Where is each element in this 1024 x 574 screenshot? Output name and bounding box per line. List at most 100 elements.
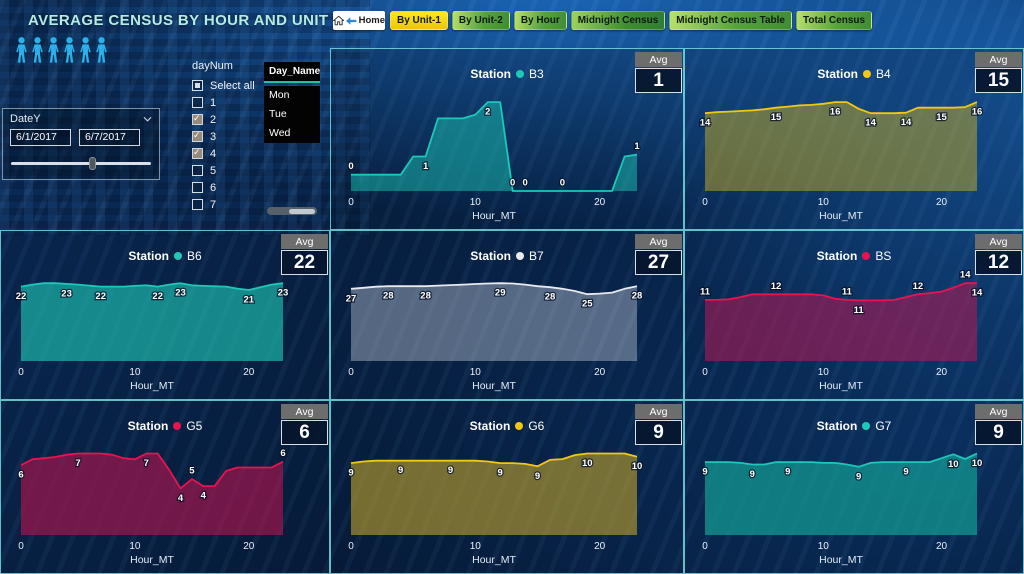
daynum-option-6[interactable]: 6 bbox=[192, 179, 255, 196]
checkbox-icon[interactable] bbox=[192, 182, 203, 193]
svg-text:22: 22 bbox=[152, 291, 163, 302]
avg-card-value: 9 bbox=[975, 420, 1022, 445]
avg-card-header: Avg bbox=[975, 404, 1022, 419]
daynum-title: dayNum bbox=[192, 60, 233, 72]
svg-text:20: 20 bbox=[936, 367, 948, 378]
chart-legend: Station B4 bbox=[817, 67, 891, 81]
svg-text:10: 10 bbox=[632, 461, 643, 472]
svg-text:22: 22 bbox=[95, 291, 106, 302]
chart-panel-g5: Station G5 Avg 6 6 7 7 4 5 4 6 0 10 20 Hour_MT bbox=[0, 400, 330, 574]
svg-text:10: 10 bbox=[818, 367, 830, 378]
checkbox-icon[interactable] bbox=[192, 97, 203, 108]
avg-card-header: Avg bbox=[635, 234, 682, 249]
checkbox-icon[interactable] bbox=[192, 130, 203, 142]
avg-card: Avg 1 bbox=[635, 52, 682, 93]
svg-text:10: 10 bbox=[470, 541, 482, 552]
dayname-row-mon[interactable]: Mon bbox=[269, 89, 290, 101]
svg-text:4: 4 bbox=[201, 491, 207, 502]
daynum-option-7[interactable]: 7 bbox=[192, 196, 255, 213]
svg-text:7: 7 bbox=[75, 458, 80, 469]
dayname-header: Day_Name bbox=[264, 62, 320, 83]
chart-panel-b4: Station B4 Avg 15 14 15 16 14 14 15 16 0 10 20 Hour_… bbox=[684, 48, 1024, 230]
area-chart-b7[interactable]: 27 28 28 29 28 25 28 0 10 20 Hour_MT bbox=[331, 231, 683, 399]
area-chart-b6[interactable]: 22 23 22 22 23 21 23 0 10 20 Hour_MT bbox=[1, 231, 329, 399]
checkbox-icon[interactable] bbox=[192, 199, 203, 210]
svg-text:9: 9 bbox=[448, 465, 453, 476]
legend-dot bbox=[515, 252, 524, 260]
svg-text:9: 9 bbox=[398, 465, 403, 476]
svg-text:10: 10 bbox=[582, 458, 593, 469]
chevron-down-icon[interactable] bbox=[143, 116, 152, 122]
home-button[interactable]: Home bbox=[333, 11, 385, 30]
area-chart-b4[interactable]: 14 15 16 14 14 15 16 0 10 20 Hour_MT bbox=[685, 49, 1023, 229]
checkbox-icon[interactable] bbox=[192, 147, 203, 159]
area-chart-g5[interactable]: 6 7 7 4 5 4 6 0 10 20 Hour_MT bbox=[1, 401, 329, 573]
daynum-option-3[interactable]: 3 bbox=[192, 128, 255, 145]
svg-text:20: 20 bbox=[594, 367, 606, 378]
svg-text:0: 0 bbox=[18, 367, 24, 378]
avg-card-header: Avg bbox=[635, 52, 682, 67]
nav-button-midnight-census-table[interactable]: Midnight Census Table bbox=[669, 11, 792, 30]
avg-card-header: Avg bbox=[281, 404, 328, 419]
svg-text:23: 23 bbox=[61, 288, 72, 299]
svg-text:9: 9 bbox=[750, 469, 755, 480]
daynum-option-1[interactable]: 1 bbox=[192, 94, 255, 111]
home-button-label: Home bbox=[358, 15, 385, 26]
daynum-option-5[interactable]: 5 bbox=[192, 162, 255, 179]
svg-text:0: 0 bbox=[348, 197, 354, 208]
dayname-rows: Mon Tue Wed bbox=[264, 86, 320, 143]
daynum-slicer: dayNum Select all 1 2 3 4 5 6 7 bbox=[192, 60, 255, 213]
date-end-input[interactable]: 6/7/2017 bbox=[79, 129, 140, 146]
svg-text:6: 6 bbox=[280, 448, 285, 459]
dayname-row-wed[interactable]: Wed bbox=[269, 127, 291, 139]
avg-card: Avg 27 bbox=[635, 234, 682, 275]
svg-text:11: 11 bbox=[842, 286, 853, 297]
nav-button-by-hour[interactable]: By Hour bbox=[513, 11, 567, 30]
date-range-slider[interactable] bbox=[11, 157, 151, 170]
svg-text:10: 10 bbox=[818, 541, 830, 552]
svg-text:1: 1 bbox=[634, 141, 640, 152]
avg-card: Avg 12 bbox=[975, 234, 1022, 275]
legend-dot bbox=[515, 70, 524, 78]
svg-text:9: 9 bbox=[856, 471, 861, 482]
daynum-option-select-all[interactable]: Select all bbox=[192, 77, 255, 94]
svg-text:21: 21 bbox=[244, 295, 255, 306]
chart-legend: Station G6 bbox=[469, 419, 545, 433]
svg-text:5: 5 bbox=[189, 466, 195, 477]
chart-panel-b3: Station B3 Avg 1 0 1 2 0 0 0 1 0 10 20 Hour_MT bbox=[330, 48, 684, 230]
checkbox-icon[interactable] bbox=[192, 80, 203, 91]
scrollbar-thumb[interactable] bbox=[289, 208, 315, 214]
svg-text:9: 9 bbox=[702, 467, 707, 478]
svg-text:9: 9 bbox=[785, 467, 790, 478]
svg-text:10: 10 bbox=[470, 197, 482, 208]
chart-panel-g6: Station G6 Avg 9 9 9 9 9 9 10 10 0 10 20 Hour_MT bbox=[330, 400, 684, 574]
avg-card-value: 9 bbox=[635, 420, 682, 445]
nav-button-by-unit-2[interactable]: By Unit-2 bbox=[451, 11, 510, 30]
daynum-option-2[interactable]: 2 bbox=[192, 111, 255, 128]
date-start-input[interactable]: 6/1/2017 bbox=[10, 129, 71, 146]
svg-text:Hour_MT: Hour_MT bbox=[130, 554, 174, 566]
checkbox-icon[interactable] bbox=[192, 113, 203, 125]
svg-text:22: 22 bbox=[16, 291, 27, 302]
area-chart-g6[interactable]: 9 9 9 9 9 10 10 0 10 20 Hour_MT bbox=[331, 401, 683, 573]
nav-button-by-unit-1[interactable]: By Unit-1 bbox=[390, 11, 448, 30]
svg-text:20: 20 bbox=[936, 197, 948, 208]
slider-handle[interactable] bbox=[89, 157, 97, 170]
svg-text:9: 9 bbox=[498, 468, 503, 479]
svg-text:0: 0 bbox=[348, 367, 354, 378]
back-arrow-icon bbox=[346, 16, 357, 25]
daynum-option-4[interactable]: 4 bbox=[192, 145, 255, 162]
horizontal-scrollbar[interactable] bbox=[267, 207, 317, 215]
svg-text:20: 20 bbox=[594, 541, 606, 552]
svg-text:16: 16 bbox=[830, 107, 841, 118]
area-chart-g7[interactable]: 9 9 9 9 9 10 10 0 10 20 Hour_MT bbox=[685, 401, 1023, 573]
checkbox-icon[interactable] bbox=[192, 165, 203, 176]
svg-text:28: 28 bbox=[632, 291, 643, 302]
nav-button-midnight-census[interactable]: Midnight Census bbox=[570, 11, 666, 30]
svg-text:9: 9 bbox=[903, 467, 908, 478]
dayname-row-tue[interactable]: Tue bbox=[269, 108, 287, 120]
svg-text:Hour_MT: Hour_MT bbox=[819, 380, 863, 392]
nav-button-total-census[interactable]: Total Census bbox=[796, 11, 873, 30]
